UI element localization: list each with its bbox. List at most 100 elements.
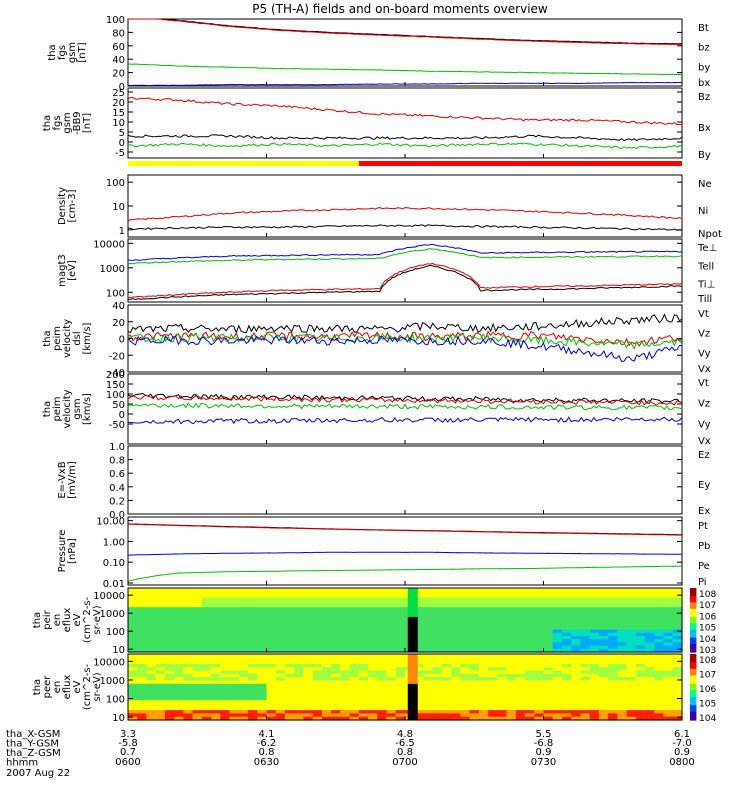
spectrogram-cell [192,645,203,650]
spectrogram-cell [331,710,341,714]
spectrogram-cell [294,663,304,668]
spectrogram-cell [312,657,323,662]
spectrogram-cell [137,639,147,643]
x-label-z: 0.8 [397,747,413,758]
spectrogram-cell [220,710,231,714]
y-tick-label: 0.2 [109,496,125,507]
spectrogram-cell [497,616,508,621]
spectrogram-cell [358,642,369,647]
spectrogram-cell [294,703,304,708]
spectrogram-cell [386,620,397,624]
spectrogram-cell [645,588,655,592]
spectrogram-cell [368,703,378,708]
spectrogram-cell [331,600,341,605]
colorbar-segment [690,631,697,634]
spectrogram-cell [248,687,258,691]
spectrogram-cell [331,696,341,701]
spectrogram-cell [580,673,591,678]
spectrogram-cell [525,648,535,653]
colorbar-segment [690,650,697,653]
spectrogram-cell [451,690,461,695]
spectrogram-cell [562,591,572,595]
spectrogram-cell [340,703,351,708]
spectrogram-cell [174,673,184,678]
spectrogram-cell [155,626,166,631]
spectrogram-cell [469,591,480,595]
legend-entry: Bz [698,92,710,103]
spectrogram-cell [515,660,526,665]
spectrogram-cell [238,629,249,634]
spectrogram-cell [395,680,406,685]
spectrogram-cell [285,588,295,592]
spectrogram-cell [285,667,295,672]
spectrogram-cell [137,716,147,721]
spectrogram-cell [598,594,609,599]
spectrogram-cell [174,648,184,653]
spectrogram-cell [441,670,452,675]
spectrogram-cell [635,663,646,668]
spectrogram-cell [672,607,683,611]
spectrogram-cell [294,648,304,653]
spectrogram-cell [598,639,609,643]
spectrogram-cell [460,667,471,672]
spectrogram-cell [635,680,646,685]
spectrogram-cell [358,626,369,631]
spectrogram-cell [164,667,175,672]
spectrogram-cell [506,660,517,665]
spectrogram-cell [229,657,240,662]
spectrogram-cell [358,604,369,608]
spectrogram-cell [349,700,360,705]
spectrogram-cell [497,613,508,618]
spectrogram-cell [617,607,628,611]
spectrogram-cell [423,696,434,701]
spectrogram-cell [303,673,314,678]
spectrogram-cell [321,660,332,665]
spectrogram-cell [626,693,637,698]
spectrogram-cell [608,706,618,711]
spectrogram-cell [552,600,563,605]
spectrogram-cell [506,620,517,624]
spectrogram-cell [478,607,489,611]
spectrogram-cell [192,683,203,688]
spectrogram-cell [174,626,184,631]
spectrogram-cell [285,710,295,714]
colorbar-segment [690,644,697,647]
spectrogram-cell [386,657,397,662]
spectrogram-cell [617,623,628,627]
spectrogram-cell [645,657,655,662]
y-axis-label: dsl [72,331,83,345]
spectrogram-cell [441,706,452,711]
spectrogram-cell [257,639,268,643]
spectrogram-cell [598,680,609,685]
spectrogram-cell [395,626,406,631]
spectrogram-cell [571,639,581,643]
spectrogram-cell [192,696,203,701]
spectrogram-cell [257,648,268,653]
spectrogram-cell [275,642,286,647]
spectrogram-cell [285,632,295,637]
spectrogram-cell [635,604,646,608]
spectrogram-cell [534,687,545,691]
spectrogram-cell [294,600,304,605]
spectrogram-cell [571,610,581,615]
spectrogram-cell [312,687,323,691]
spectrogram-cell [248,626,258,631]
spectrogram-cell [294,632,304,637]
spectrogram-cell [580,588,591,592]
spectrogram-cell [645,610,655,615]
spectrogram-cell [617,597,628,602]
spectrogram-cell [358,623,369,627]
spectrogram-cell [515,667,526,672]
spectrogram-cell [654,657,665,662]
spectrogram-cell [331,654,341,658]
spectrogram-cell [543,607,554,611]
spectrogram-cell [321,623,332,627]
spectrogram-cell [275,613,286,618]
spectrogram-cell [146,623,157,627]
spectrogram-cell [562,663,572,668]
spectrogram-cell [368,594,378,599]
spectrogram-cell [377,604,388,608]
spectrogram-cell [608,693,618,698]
spectrogram-cell [368,677,378,681]
spectrogram-cell [589,620,600,624]
